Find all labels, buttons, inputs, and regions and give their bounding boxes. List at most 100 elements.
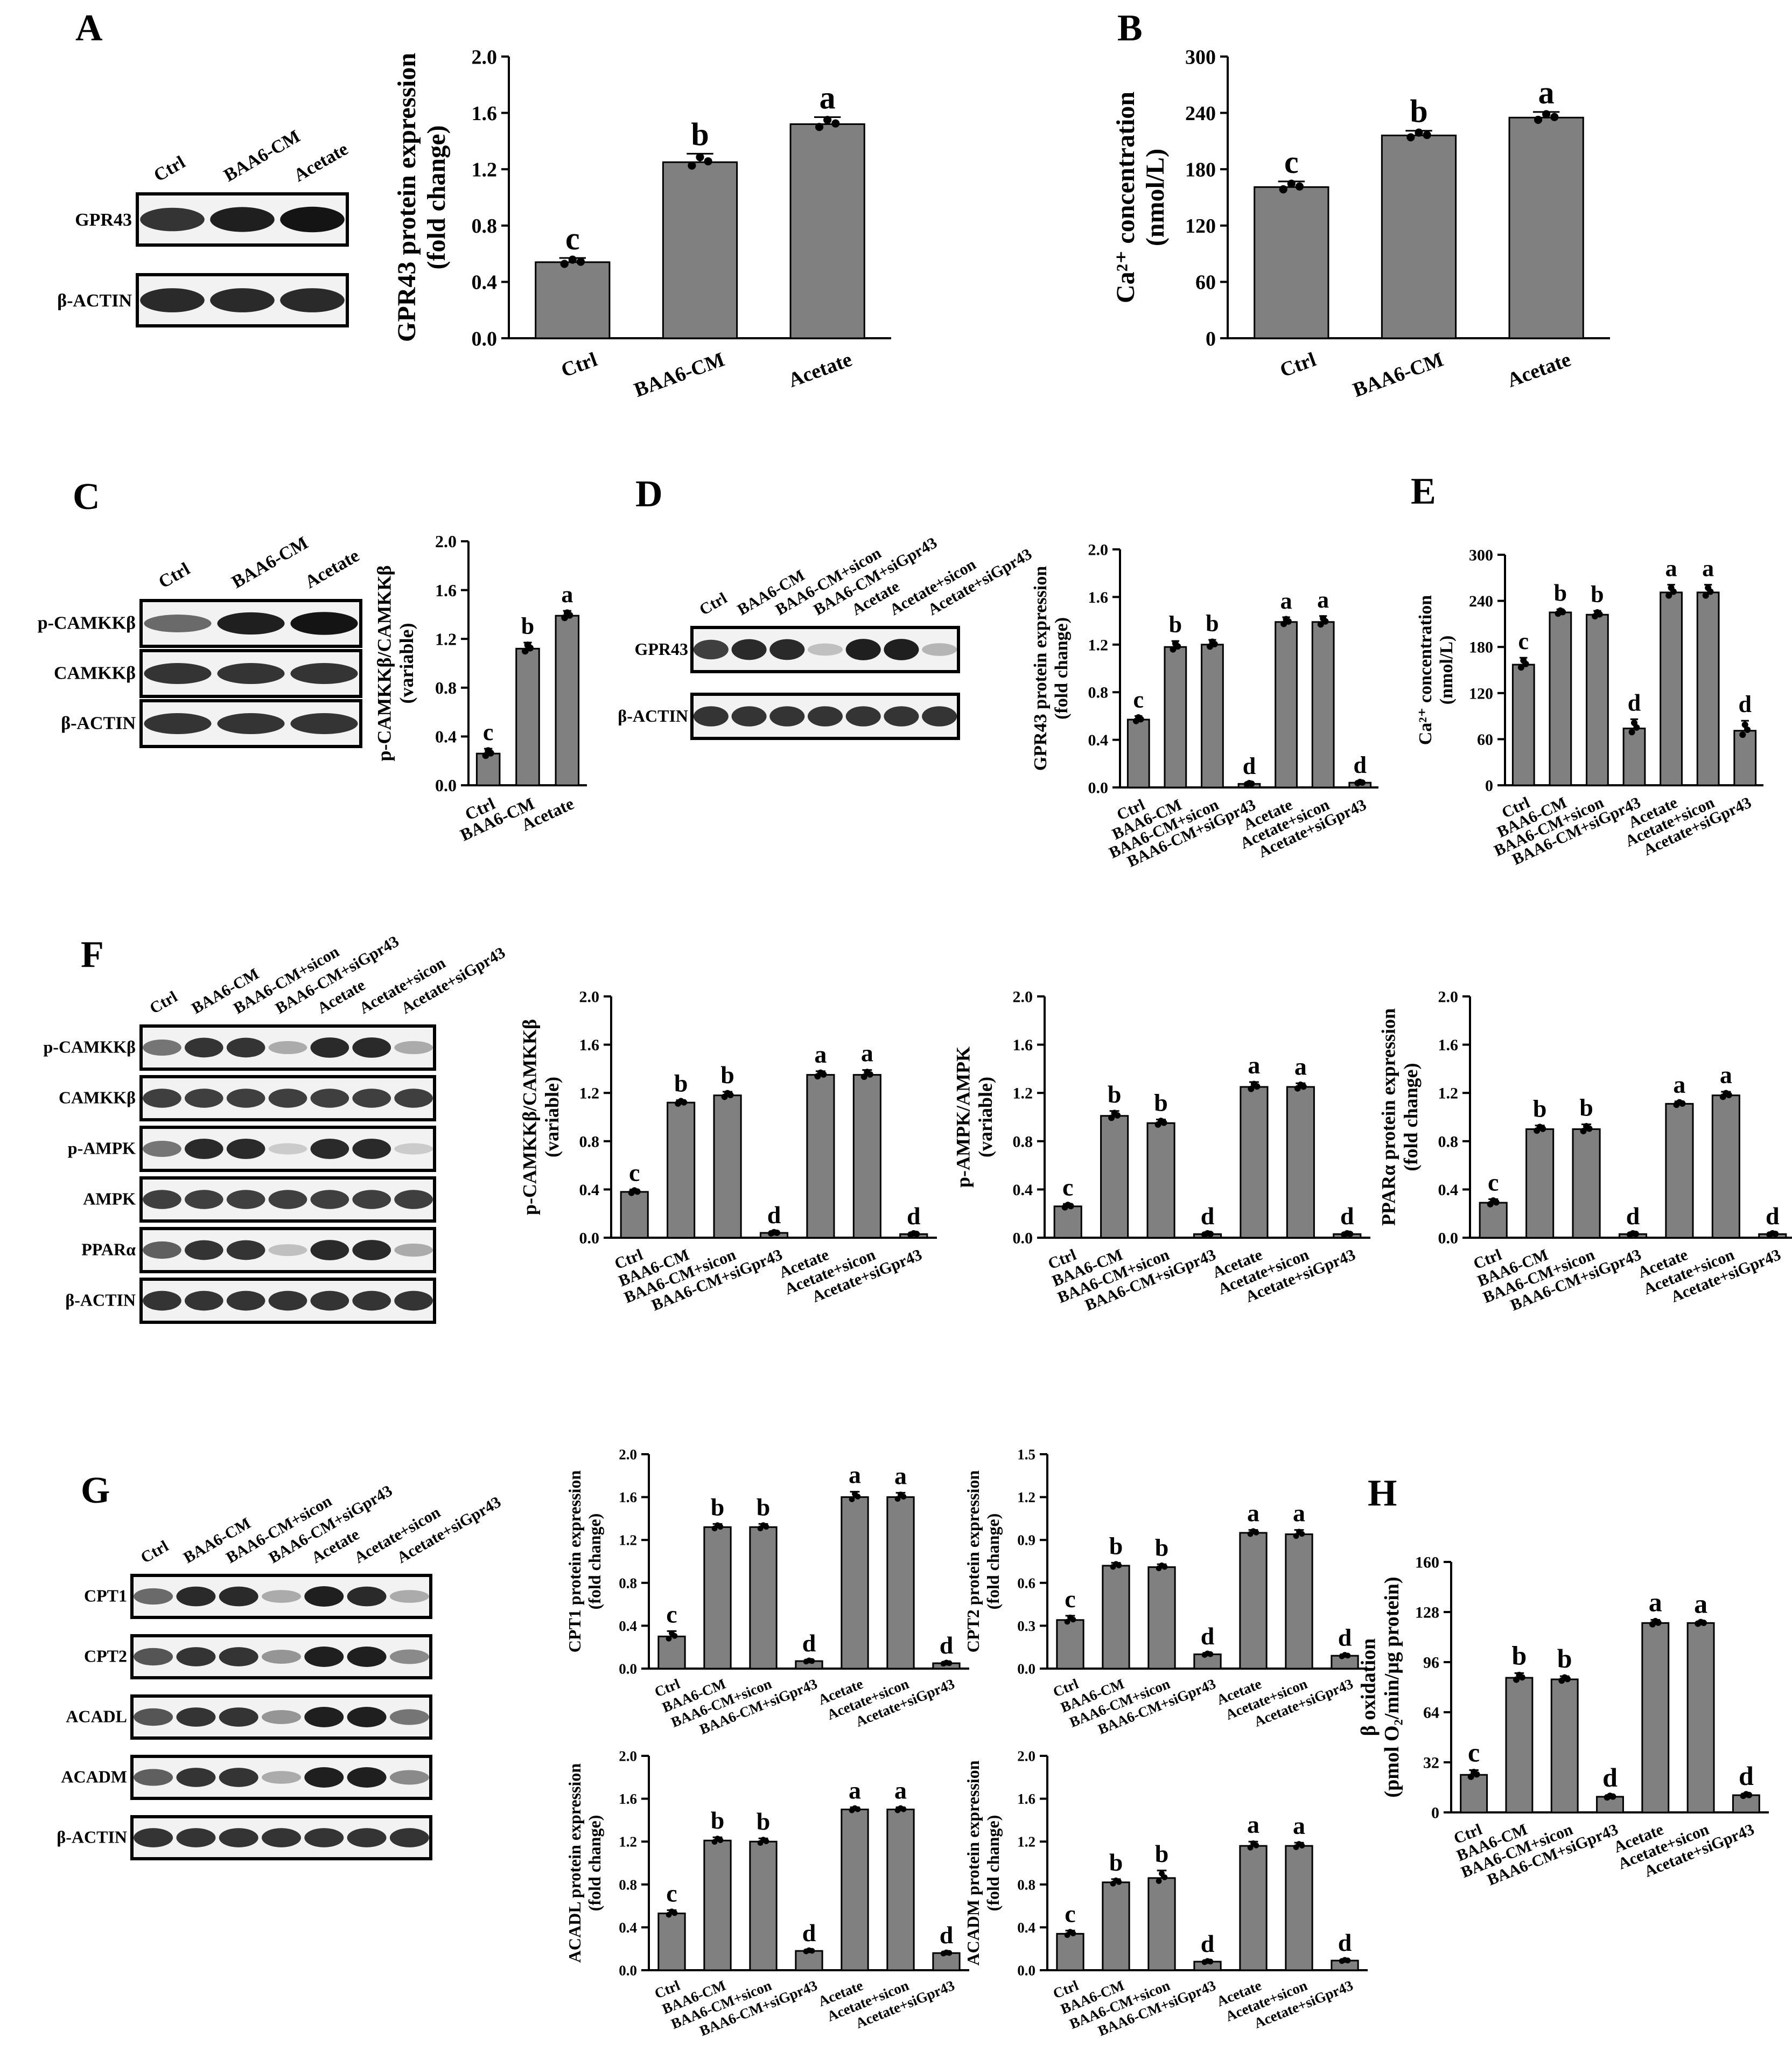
blot-band	[217, 713, 285, 734]
y-tick-label: 0.8	[619, 1876, 637, 1893]
blot-row-label: CAMKKβ	[59, 1088, 136, 1107]
y-axis-sublabel: (pmol O₂/min/μg protein)	[1381, 1576, 1403, 1797]
bar	[1622, 727, 1646, 786]
significance-letter: c	[1468, 1738, 1480, 1768]
blot-band	[219, 1707, 258, 1727]
data-point	[1406, 133, 1415, 142]
y-tick-label: 0.0	[619, 1661, 637, 1677]
blot-band	[184, 1290, 223, 1311]
bar	[1240, 1086, 1269, 1239]
bar	[1505, 1677, 1534, 1813]
blot-row-label: CAMKKβ	[54, 664, 136, 683]
data-point	[1633, 1231, 1640, 1238]
significance-letter: a	[814, 1041, 827, 1068]
data-point	[1170, 646, 1177, 653]
data-point	[717, 1837, 724, 1844]
data-point	[1518, 1674, 1525, 1681]
data-point	[1633, 724, 1640, 731]
blot-row-label: β-ACTIN	[61, 714, 136, 734]
data-point	[1534, 115, 1543, 124]
blot-band	[184, 1139, 223, 1159]
data-point	[855, 1494, 861, 1500]
panel-label-d: D	[635, 473, 663, 515]
data-point	[1739, 731, 1746, 738]
significance-letter: c	[1133, 686, 1144, 713]
significance-letter: d	[1353, 752, 1366, 778]
y-tick-label: 0	[1431, 1804, 1439, 1822]
significance-letter: b	[757, 1493, 771, 1520]
data-point	[1116, 1879, 1122, 1885]
data-point	[1347, 1231, 1354, 1238]
blot-band	[262, 1590, 301, 1603]
y-tick-label: 0.4	[435, 727, 457, 747]
data-point	[1067, 1203, 1074, 1210]
bar	[886, 1496, 915, 1670]
blot-band	[310, 1290, 349, 1311]
y-axis-sublabel: (fold change)	[585, 1815, 604, 1912]
data-point	[1359, 779, 1366, 786]
blot-band	[352, 1089, 391, 1108]
data-point	[634, 1188, 641, 1195]
data-point	[727, 1092, 734, 1099]
data-point	[1744, 726, 1751, 733]
y-tick-label: 1.6	[435, 581, 457, 600]
data-point	[849, 1496, 855, 1502]
bar	[1511, 664, 1535, 786]
y-tick-label: 0.3	[1017, 1618, 1035, 1634]
bar	[475, 752, 501, 786]
significance-letter: b	[1410, 94, 1427, 129]
y-tick-label: 1.6	[1438, 1036, 1459, 1054]
blot-band	[268, 1290, 307, 1311]
data-point	[1586, 1125, 1593, 1132]
blot-band	[140, 207, 205, 232]
data-point	[855, 1806, 861, 1812]
bar	[1381, 134, 1457, 339]
blot-band	[262, 1771, 301, 1784]
bar	[703, 1526, 732, 1670]
data-point	[1655, 1619, 1662, 1626]
bar	[555, 615, 580, 786]
data-point	[900, 1806, 907, 1812]
y-tick-label: 1.6	[1013, 1036, 1033, 1054]
bar	[1596, 1796, 1624, 1813]
chart-a: 0.0 0.4 0.8 1.2 1.6 2.0 GPR43 protein expressi…	[393, 46, 891, 402]
y-axis-label: GPR43 protein expression	[1031, 566, 1051, 771]
blot-band	[268, 1089, 307, 1108]
data-point	[1161, 1874, 1168, 1880]
y-axis-label: p-CAMKKβ/CAMKKβ	[373, 566, 395, 762]
data-point	[1772, 1231, 1779, 1238]
blot-row-label: CPT2	[84, 1646, 127, 1665]
blot-band	[176, 1586, 216, 1607]
y-tick-label: 300	[1469, 547, 1493, 564]
blot-band	[176, 1707, 216, 1727]
blot-band	[347, 1647, 387, 1667]
y-tick-label: 0.4	[1438, 1181, 1459, 1199]
bar	[620, 1191, 649, 1239]
blot-band	[176, 1828, 216, 1847]
bar	[841, 1809, 869, 1971]
y-tick-label: 0.8	[435, 678, 457, 697]
data-point	[1473, 1771, 1480, 1778]
y-tick-label: 64	[1423, 1704, 1439, 1722]
significance-letter: b	[674, 1070, 688, 1097]
blot-band	[922, 643, 957, 656]
y-tick-label: 120	[1469, 685, 1493, 702]
y-tick-label: 0.9	[1017, 1532, 1035, 1548]
western-blot-g: Ctrl BAA6-CMBAA6-CM+siconBAA6-CM+siGpr43A…	[57, 1482, 504, 1860]
y-tick-label: 240	[1469, 592, 1493, 610]
bar	[1147, 1877, 1176, 1971]
significance-letter: c	[483, 719, 494, 745]
significance-letter: c	[1065, 1585, 1075, 1613]
data-point	[671, 1633, 678, 1639]
y-tick-label: 300	[1185, 46, 1216, 68]
blot-band	[352, 1139, 391, 1159]
western-blot-f: Ctrl BAA6-CMBAA6-CM+siconBAA6-CM+siGpr43A…	[43, 932, 508, 1324]
y-tick-label: 2.0	[1438, 988, 1459, 1006]
blot-band	[176, 1768, 216, 1787]
significance-letter: b	[711, 1806, 725, 1834]
y-tick-label: 0.8	[1088, 684, 1109, 702]
y-axis-sublabel: (fold change)	[1052, 617, 1072, 720]
blot-band	[389, 1709, 429, 1725]
data-point	[1253, 1842, 1259, 1848]
bar	[749, 1840, 778, 1971]
